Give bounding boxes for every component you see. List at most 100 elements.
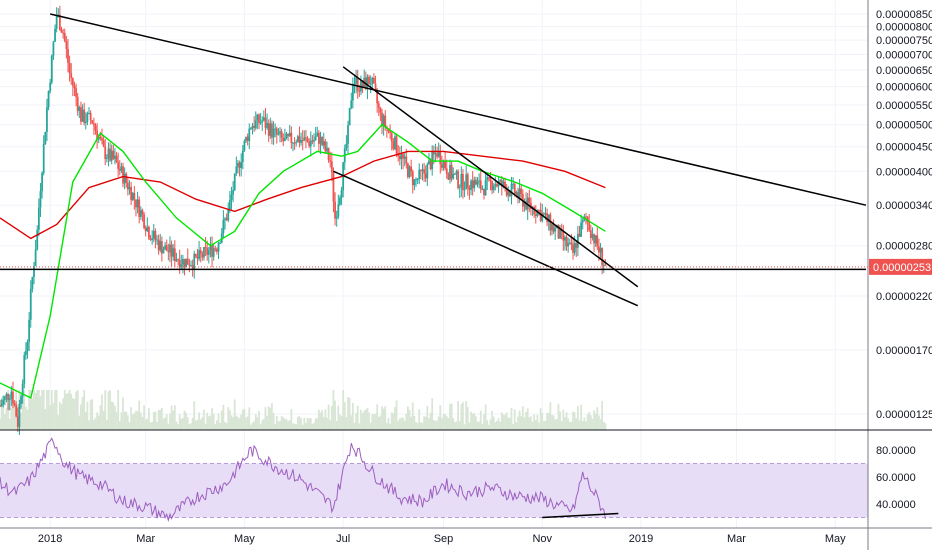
candle[interactable] [589,224,592,245]
candle[interactable] [319,131,322,154]
candle[interactable] [382,113,385,136]
candle[interactable] [562,224,565,251]
candle[interactable] [486,173,489,190]
candle[interactable] [389,124,392,140]
candle[interactable] [246,133,249,146]
candle[interactable] [337,194,340,220]
candle[interactable] [356,69,359,99]
candle[interactable] [8,394,11,411]
candle[interactable] [395,134,398,158]
trendline[interactable] [342,66,639,288]
candle[interactable] [203,247,205,261]
candle[interactable] [300,132,302,146]
candle[interactable] [411,169,414,194]
candle[interactable] [253,116,256,132]
candle[interactable] [3,395,6,406]
candle[interactable] [75,83,77,107]
candle[interactable] [114,148,116,165]
candle[interactable] [437,142,440,158]
candle[interactable] [334,192,336,226]
candle[interactable] [534,205,537,224]
candle[interactable] [413,179,416,191]
candle[interactable] [426,162,429,186]
candle[interactable] [91,119,94,125]
candle[interactable] [238,160,241,177]
candle[interactable] [216,247,218,255]
candle[interactable] [593,233,595,253]
candle[interactable] [285,131,288,140]
candle[interactable] [49,78,52,94]
candle[interactable] [169,236,171,263]
candle[interactable] [279,127,281,143]
candle[interactable] [151,230,154,245]
candle[interactable] [572,236,574,260]
candle[interactable] [54,24,56,42]
candle[interactable] [350,92,353,110]
candle[interactable] [259,112,262,125]
candle[interactable] [135,199,137,217]
candle[interactable] [182,254,184,274]
candle[interactable] [295,139,298,147]
candle[interactable] [520,185,523,201]
candle[interactable] [390,131,393,151]
candle[interactable] [211,236,213,268]
candle[interactable] [505,184,508,198]
candle[interactable] [479,170,482,194]
candle[interactable] [78,105,81,119]
candle[interactable] [65,35,68,59]
candle[interactable] [528,189,531,213]
candle[interactable] [18,399,21,435]
candle[interactable] [133,186,136,210]
candle[interactable] [271,120,273,145]
candle[interactable] [504,177,506,192]
candle[interactable] [415,177,417,187]
candle[interactable] [588,214,591,232]
candle[interactable] [266,113,268,130]
candle[interactable] [492,183,495,193]
candle[interactable] [283,128,286,142]
candle[interactable] [476,177,479,188]
candle[interactable] [424,165,427,183]
candle[interactable] [408,165,411,179]
candle[interactable] [517,187,519,204]
candle[interactable] [368,74,370,85]
candle[interactable] [258,113,260,130]
candle[interactable] [491,180,493,195]
candle[interactable] [554,225,557,240]
candle[interactable] [160,236,163,262]
candle[interactable] [44,131,47,145]
candle[interactable] [63,28,66,43]
candle[interactable] [58,5,61,31]
candle[interactable] [175,252,178,263]
candle[interactable] [546,208,549,227]
candle[interactable] [549,212,552,236]
candle[interactable] [564,235,566,251]
candle[interactable] [288,125,291,138]
candle[interactable] [277,128,280,136]
candle[interactable] [164,241,167,250]
candle[interactable] [178,249,181,274]
candle[interactable] [180,254,183,270]
candle[interactable] [183,258,186,276]
candle[interactable] [332,167,335,213]
candle[interactable] [410,159,413,177]
candle[interactable] [355,69,358,94]
candle[interactable] [525,192,527,211]
candle[interactable] [110,144,113,165]
candle[interactable] [0,400,1,408]
candle[interactable] [232,181,234,203]
candle[interactable] [261,116,264,131]
candle[interactable] [209,236,212,258]
candle[interactable] [373,73,375,84]
candle[interactable] [576,225,579,256]
candle[interactable] [423,162,425,182]
candle[interactable] [130,181,133,205]
candle[interactable] [267,119,270,142]
candle[interactable] [340,186,343,206]
candle[interactable] [371,76,374,89]
rsi-panel[interactable]: 80.0000 60.0000 40.0000 [0,437,916,523]
candle[interactable] [23,351,26,389]
candle[interactable] [578,225,581,238]
candle[interactable] [139,206,142,221]
candle[interactable] [60,26,63,33]
